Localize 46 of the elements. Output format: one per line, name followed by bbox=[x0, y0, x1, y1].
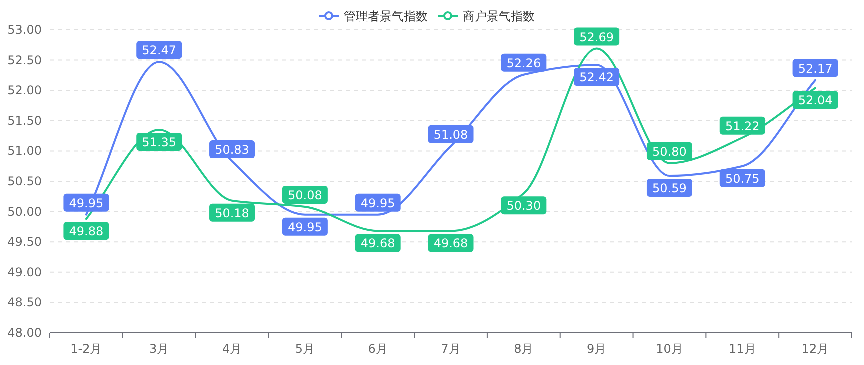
data-label: 49.88 bbox=[69, 224, 104, 239]
legend-label: 管理者景气指数 bbox=[344, 10, 428, 24]
data-label: 49.95 bbox=[69, 196, 104, 210]
data-label: 50.08 bbox=[288, 188, 322, 202]
data-label: 51.08 bbox=[434, 128, 468, 142]
data-label: 49.95 bbox=[360, 196, 396, 210]
y-tick-label: 53.00 bbox=[8, 23, 42, 37]
data-label: 52.26 bbox=[506, 56, 542, 70]
data-label: 49.95 bbox=[288, 220, 322, 234]
x-tick-label: 8月 bbox=[514, 342, 534, 356]
y-tick-label: 52.50 bbox=[8, 53, 42, 68]
x-tick-label: 1-2月 bbox=[70, 342, 102, 356]
y-tick-label: 52.00 bbox=[8, 84, 42, 98]
legend-label: 商户景气指数 bbox=[463, 10, 535, 24]
data-label: 50.83 bbox=[215, 143, 250, 157]
data-label: 49.68 bbox=[360, 236, 396, 251]
x-tick-label: 3月 bbox=[150, 342, 170, 356]
data-label: 50.75 bbox=[725, 172, 760, 186]
x-tick-label: 5月 bbox=[295, 342, 315, 356]
data-label: 52.47 bbox=[142, 44, 177, 58]
x-tick-label: 11月 bbox=[728, 342, 756, 356]
y-tick-label: 49.50 bbox=[8, 235, 42, 250]
y-tick-label: 49.00 bbox=[8, 265, 42, 280]
data-label: 51.22 bbox=[725, 119, 760, 134]
x-tick-label: 10月 bbox=[656, 342, 684, 356]
data-label: 51.35 bbox=[142, 135, 177, 150]
data-label: 49.68 bbox=[434, 236, 468, 251]
data-label: 52.04 bbox=[798, 94, 833, 108]
x-tick-label: 12月 bbox=[802, 342, 830, 356]
x-tick-label: 9月 bbox=[587, 342, 607, 356]
data-label: 52.42 bbox=[580, 70, 614, 85]
y-tick-label: 51.50 bbox=[8, 114, 42, 128]
data-label: 50.18 bbox=[215, 206, 250, 220]
y-tick-label: 48.00 bbox=[8, 326, 42, 340]
x-tick-label: 4月 bbox=[222, 342, 242, 356]
y-tick-label: 50.00 bbox=[8, 204, 42, 219]
data-label: 50.59 bbox=[652, 182, 687, 196]
data-label: 52.17 bbox=[798, 62, 833, 76]
data-label: 50.80 bbox=[652, 144, 687, 159]
x-tick-label: 6月 bbox=[368, 342, 388, 356]
y-tick-label: 48.50 bbox=[8, 296, 42, 310]
data-label: 52.69 bbox=[580, 30, 614, 44]
data-label: 50.30 bbox=[506, 199, 542, 214]
y-tick-label: 50.50 bbox=[8, 174, 42, 188]
y-tick-label: 51.00 bbox=[8, 144, 42, 158]
x-tick-label: 7月 bbox=[441, 342, 461, 356]
